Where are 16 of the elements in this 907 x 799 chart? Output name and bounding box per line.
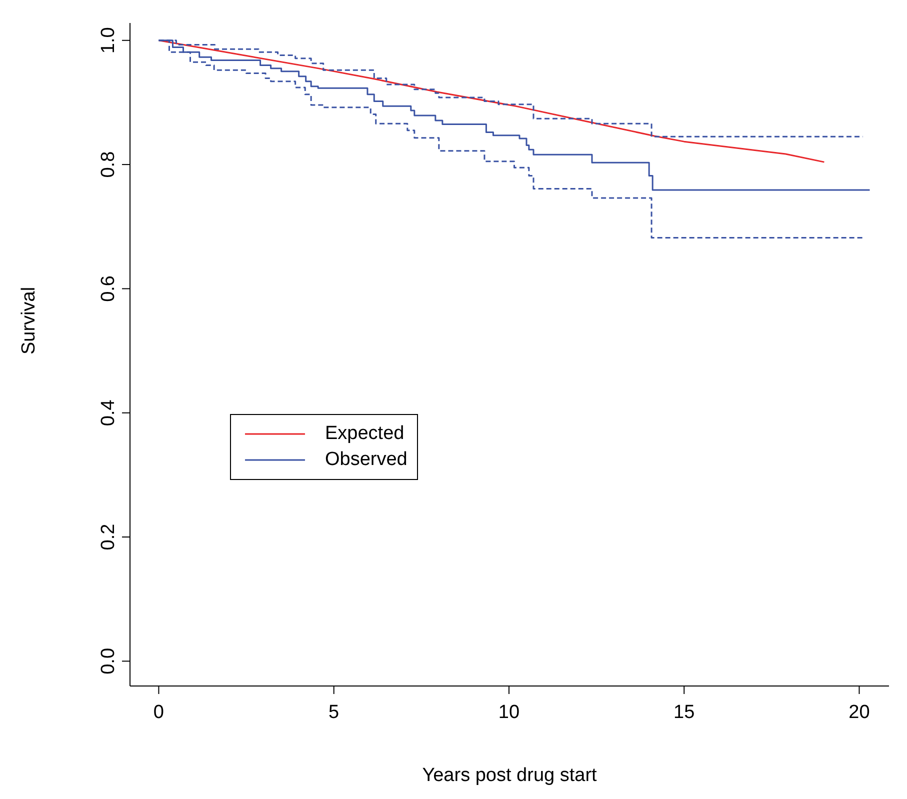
x-tick-label: 10 xyxy=(498,702,520,723)
x-tick-label: 20 xyxy=(848,702,870,723)
y-tick-label: 0.0 xyxy=(98,648,119,674)
legend-label: Expected xyxy=(325,423,404,445)
line-series xyxy=(158,40,825,163)
y-tick-label: 0.4 xyxy=(98,399,119,426)
x-tick-label: 15 xyxy=(674,702,695,723)
legend-label: Observed xyxy=(325,449,408,471)
y-axis-title: Survival xyxy=(18,286,40,354)
y-tick-label: 0.2 xyxy=(98,524,119,550)
x-tick-label: 5 xyxy=(328,702,340,723)
y-tick-label: 0.6 xyxy=(98,275,119,302)
y-tick-label: 0.8 xyxy=(98,151,119,178)
x-axis-title: Years post drug start xyxy=(422,765,598,786)
y-tick-label: 1.0 xyxy=(98,27,119,54)
x-tick-label: 0 xyxy=(153,702,164,723)
